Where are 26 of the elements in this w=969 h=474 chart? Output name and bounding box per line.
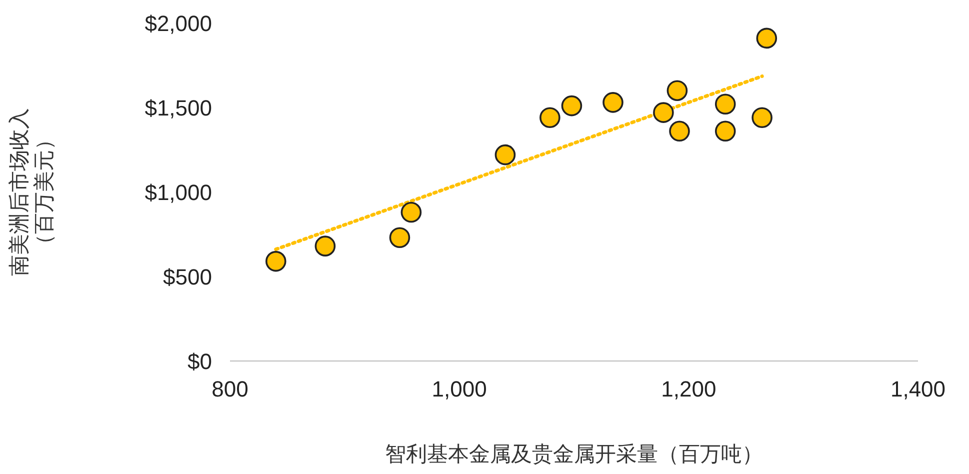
- point: [400, 202, 422, 223]
- point: [314, 236, 336, 256]
- point: [265, 250, 286, 272]
- point: [752, 107, 772, 128]
- point: [653, 102, 674, 123]
- x-axis-title: 智利基本金属及贵金属开采量（百万吨）: [385, 443, 763, 466]
- y-tick-label: $500: [163, 264, 212, 290]
- y-tick-label: $1,000: [144, 180, 212, 205]
- y-tick-label: $0: [188, 348, 212, 374]
- x-tick-label: 1,400: [890, 376, 946, 402]
- point: [666, 80, 688, 101]
- point: [714, 120, 736, 142]
- x-tick-label: 1,000: [432, 376, 487, 402]
- y-axis-title: 南美洲后市场收入（百万美元）: [8, 108, 56, 276]
- point: [389, 227, 410, 248]
- point: [494, 144, 516, 166]
- x-tick-label: 800: [212, 376, 248, 402]
- y-tick-label: $2,000: [144, 10, 212, 36]
- point: [540, 107, 560, 128]
- point: [561, 95, 582, 116]
- x-tick-label: 1,200: [661, 376, 716, 402]
- point: [714, 94, 736, 115]
- point: [602, 92, 624, 113]
- point: [756, 28, 778, 49]
- point: [669, 120, 690, 142]
- y-tick-label: $1,500: [144, 95, 212, 120]
